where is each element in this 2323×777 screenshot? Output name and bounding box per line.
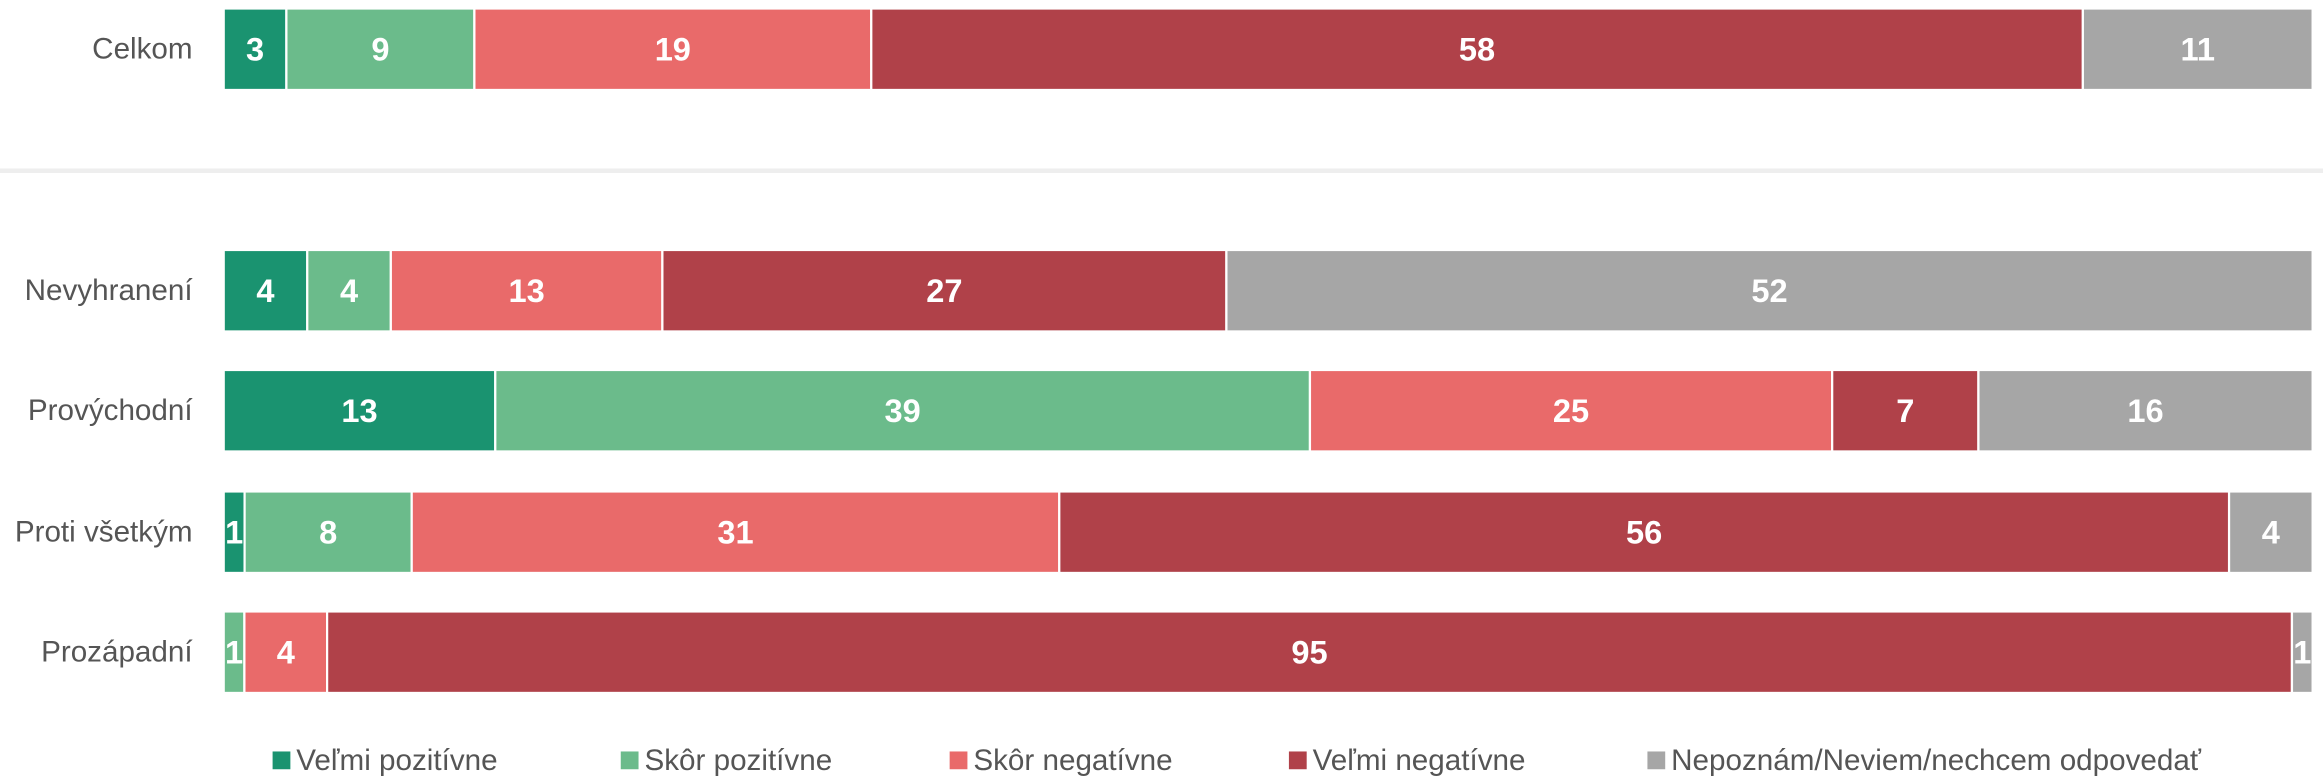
- value-label: 4: [2262, 514, 2280, 551]
- value-label: 9: [371, 31, 389, 68]
- value-label: 27: [926, 272, 962, 309]
- value-label: 1: [225, 634, 243, 671]
- category-label: Nevyhranení: [25, 274, 194, 307]
- legend-swatch: [1288, 751, 1307, 770]
- category-label: Celkom: [92, 33, 192, 66]
- bar-segment: [1308, 368, 1834, 453]
- value-label: 58: [1459, 31, 1495, 68]
- value-label: 4: [340, 272, 358, 309]
- bar-segment: [1831, 368, 1980, 453]
- bar-segment: [661, 248, 1228, 333]
- value-label: 19: [655, 31, 691, 68]
- category-label: Proti všetkým: [15, 516, 193, 549]
- legend-swatch: [949, 751, 968, 770]
- bar-segment: [2227, 490, 2314, 575]
- value-label: 11: [2181, 31, 2215, 68]
- value-label: 1: [2293, 634, 2311, 671]
- value-label: 3: [246, 31, 264, 68]
- value-label: 13: [508, 272, 544, 309]
- bar-segment: [326, 610, 2294, 695]
- legend-swatch: [1647, 751, 1666, 770]
- bar-segment: [494, 368, 1312, 453]
- bar-segment: [473, 7, 873, 92]
- value-label: 8: [319, 514, 337, 551]
- bar-segment: [1977, 368, 2314, 453]
- bar-segment: [2290, 610, 2314, 695]
- legend-swatch: [272, 751, 291, 770]
- value-label: 1: [225, 514, 243, 551]
- value-label: 56: [1626, 514, 1662, 551]
- bar-segment: [243, 610, 329, 695]
- legend-label: Skôr pozitívne: [644, 744, 832, 777]
- value-label: 16: [2127, 392, 2163, 429]
- value-label: 13: [341, 392, 377, 429]
- value-label: 39: [884, 392, 920, 429]
- legend-label: Veľmi negatívne: [1313, 744, 1526, 777]
- value-label: 95: [1291, 634, 1327, 671]
- value-label: 4: [277, 634, 295, 671]
- bar-segment: [1225, 248, 2314, 333]
- legend-label: Skôr negatívne: [973, 744, 1172, 777]
- bar-segment: [222, 368, 497, 453]
- value-label: 25: [1553, 392, 1589, 429]
- value-label: 4: [256, 272, 274, 309]
- legend-label: Nepoznám/Neviem/nechcem odpovedať: [1671, 744, 2202, 777]
- bar-segment: [2081, 7, 2314, 92]
- category-label: Provýchodní: [28, 394, 193, 427]
- category-label: Prozápadní: [41, 636, 193, 669]
- bar-segment: [1058, 490, 2231, 575]
- value-label: 52: [1751, 272, 1787, 309]
- value-label: 31: [717, 514, 753, 551]
- bar-segment: [285, 7, 476, 92]
- value-label: 7: [1896, 392, 1914, 429]
- legend-swatch: [620, 751, 639, 770]
- legend-label: Veľmi pozitívne: [296, 744, 497, 777]
